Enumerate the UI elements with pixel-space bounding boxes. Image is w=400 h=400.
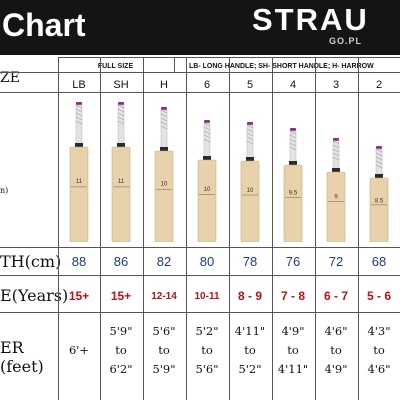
grid-line <box>143 57 144 400</box>
height-line: 5'2" <box>238 361 262 376</box>
size-header: 3 <box>332 79 340 91</box>
length-value: 78 <box>242 253 258 269</box>
length-value: 76 <box>285 253 301 269</box>
height-line: to <box>287 342 299 357</box>
height-line: to <box>330 342 342 357</box>
age-row-label: E(Years) <box>0 286 69 305</box>
size-header: H <box>160 79 168 91</box>
blade-mark: 8.5 <box>375 198 384 204</box>
height-line: 4'11" <box>234 323 266 338</box>
size-header: 6 <box>203 79 211 91</box>
length-value: 68 <box>371 253 387 269</box>
grid-line <box>0 275 400 276</box>
grid-line <box>0 92 400 93</box>
height-row-label-2: (feet) <box>0 357 44 376</box>
height-line: 4'6" <box>367 361 391 376</box>
height-row-label-1: ER <box>0 338 24 357</box>
size-row-sublabel: n) <box>0 186 9 195</box>
height-line: 6'+ <box>68 342 90 357</box>
blade-mark: 10 <box>204 187 211 193</box>
header-bar: Chart STRAU GO.PL <box>0 0 400 55</box>
length-value: 72 <box>328 253 344 269</box>
age-value: 8 - 9 <box>237 289 262 303</box>
blade-mark: 9 <box>334 195 338 201</box>
size-row-label: ZE <box>0 70 20 86</box>
height-value: 4'3" to 4'6" <box>358 316 400 384</box>
height-line: 5'9" <box>152 361 176 376</box>
cricket-bat-image: 9 <box>326 138 346 242</box>
age-value: 12-14 <box>151 290 177 302</box>
height-value: 4'11" to 5'2" <box>229 316 271 384</box>
grid-line <box>315 57 316 400</box>
height-line: to <box>201 342 213 357</box>
height-line: 5'2" <box>195 323 219 338</box>
age-value: 7 - 8 <box>280 289 305 303</box>
length-value: 86 <box>113 253 129 269</box>
blade-mark: 11 <box>76 179 83 185</box>
blade-mark: 10 <box>161 182 168 188</box>
age-value: 10-11 <box>194 290 220 302</box>
grid-line <box>58 57 400 58</box>
size-header: LB <box>72 79 86 91</box>
length-value: 82 <box>156 253 172 269</box>
grid-line <box>58 57 59 400</box>
blade-mark: 10 <box>247 188 254 194</box>
grid-line <box>0 72 400 73</box>
height-value: 5'6" to 5'9" <box>143 316 185 384</box>
grid-line <box>0 312 400 313</box>
height-line: 4'9" <box>281 323 305 338</box>
grid-line <box>229 57 230 400</box>
size-header: 4 <box>289 79 297 91</box>
age-value: 15+ <box>68 289 90 303</box>
height-line: 5'6" <box>152 323 176 338</box>
length-row-label: TH(cm) <box>0 252 62 271</box>
grid-line <box>0 247 400 248</box>
size-header: SH <box>113 79 129 91</box>
grid-line <box>100 57 101 400</box>
brand-subtext: GO.PL <box>329 36 363 46</box>
size-header: 2 <box>375 79 383 91</box>
height-line: 5'6" <box>195 361 219 376</box>
height-value: 6'+ <box>58 316 100 384</box>
size-header: 5 <box>246 79 254 91</box>
grid-line <box>186 57 187 400</box>
cricket-bat-image: 11 <box>111 102 131 242</box>
chart-title: Chart <box>2 7 86 43</box>
grid-line <box>174 57 175 73</box>
height-value: 5'2" to 5'6" <box>186 316 228 384</box>
blade-mark: 11 <box>118 179 125 185</box>
blade-mark: 9.5 <box>289 190 298 196</box>
cricket-bat-image: 10 <box>197 120 217 242</box>
cricket-bat-image: 10 <box>154 107 174 242</box>
cricket-bat-image: 9.5 <box>283 128 303 242</box>
height-value: 4'6" to 4'9" <box>315 316 357 384</box>
height-line: 4'9" <box>324 361 348 376</box>
cricket-bat-image: 8.5 <box>369 146 389 242</box>
height-line: 4'3" <box>367 323 391 338</box>
height-value: 4'9" to 4'11" <box>272 316 314 384</box>
grid-line <box>358 57 359 400</box>
age-value: 6 - 7 <box>323 289 348 303</box>
grid-line <box>272 57 273 400</box>
cricket-bat-image: 10 <box>240 122 260 242</box>
height-line: 4'6" <box>324 323 348 338</box>
group-label-legend: LB- LONG HANDLE; SH- SHORT HANDLE; H- HA… <box>189 62 374 70</box>
brand-logo: STRAU <box>252 2 369 37</box>
cricket-bat-image: 11 <box>69 102 89 242</box>
height-line: to <box>244 342 256 357</box>
height-line: 5'9" <box>109 323 133 338</box>
height-line: to <box>373 342 385 357</box>
length-value: 80 <box>199 253 215 269</box>
group-label-full-size: FULL SIZE <box>97 62 134 70</box>
age-value: 15+ <box>110 289 132 303</box>
age-value: 5 - 6 <box>366 289 391 303</box>
height-line: 6'2" <box>109 361 133 376</box>
length-value: 88 <box>71 253 87 269</box>
height-line: to <box>158 342 170 357</box>
height-value: 5'9" to 6'2" <box>100 316 142 384</box>
height-line: to <box>115 342 127 357</box>
height-line: 4'11" <box>277 361 309 376</box>
